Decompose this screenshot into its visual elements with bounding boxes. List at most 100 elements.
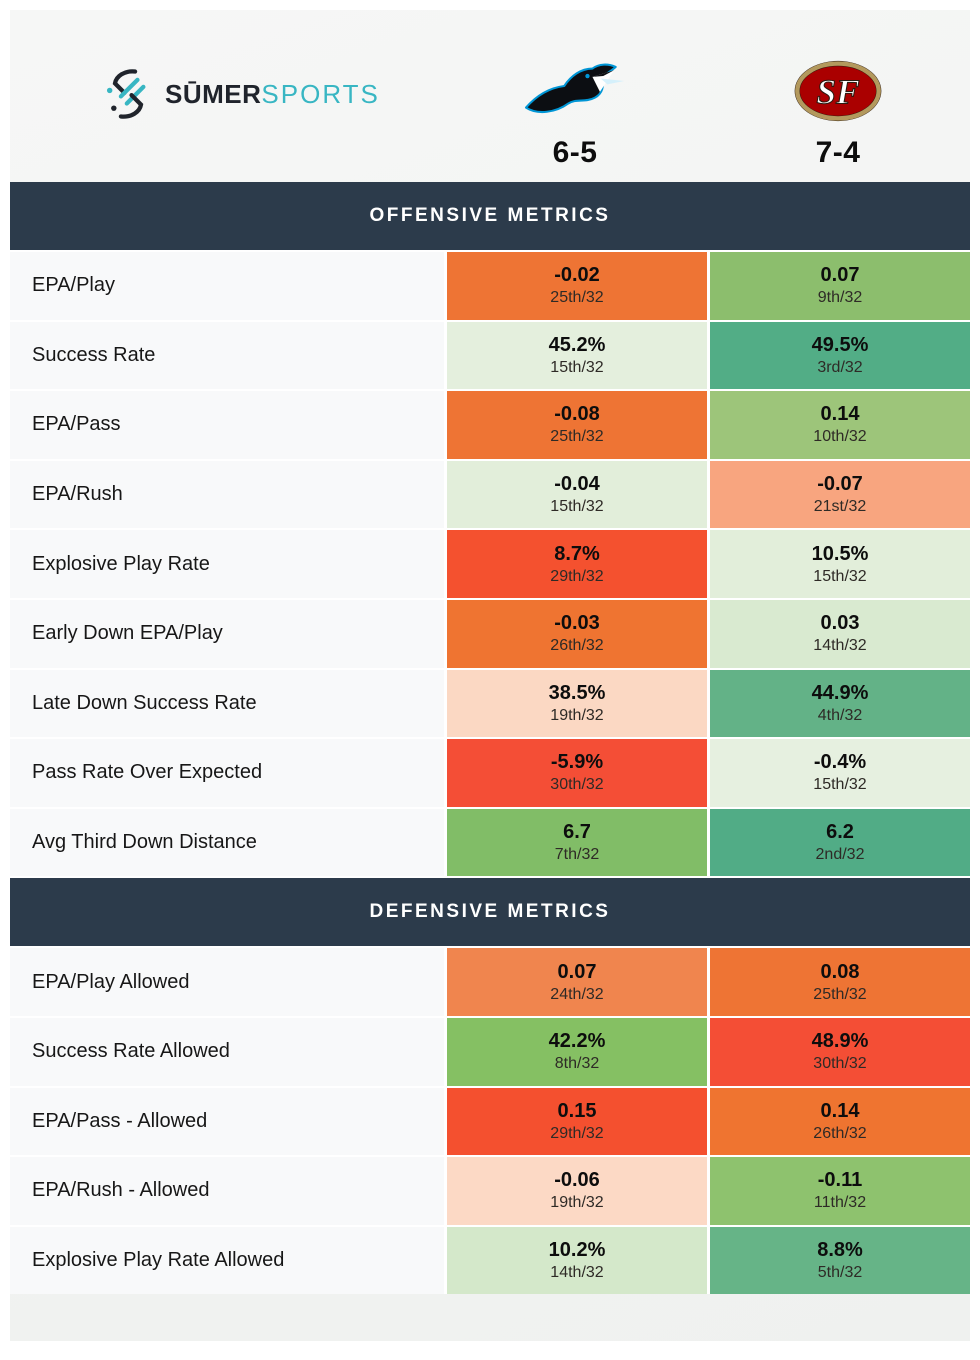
stat-value: 8.7% [554,542,600,565]
stat-value: 0.14 [820,403,860,426]
stat-value: 0.14 [820,1099,860,1122]
stat-cell-panthers: 38.5% 19th/32 [447,669,707,738]
metric-row: EPA/Pass -0.08 25th/32 0.14 10th/32 [10,391,970,459]
metric-row: Success Rate Allowed 42.2% 8th/32 48.9% 30th… [10,1017,970,1086]
stat-rank: 30th/32 [550,776,604,794]
metric-label: Success Rate [10,321,444,390]
stat-cell-49ers: 49.5% 3rd/32 [710,321,970,390]
stat-rank: 9th/32 [817,289,863,307]
stat-rank: 29th/32 [550,567,604,585]
stat-rank: 21st/32 [813,498,867,516]
stat-cell-panthers: 42.2% 8th/32 [447,1017,707,1086]
stat-cell-49ers: 8.8% 5th/32 [710,1226,970,1295]
metric-label: EPA/Play [10,252,444,320]
stat-rank: 15th/32 [550,358,604,376]
stat-cell-panthers: 0.07 24th/32 [447,948,707,1016]
metric-label: EPA/Play Allowed [10,948,444,1016]
stat-value: -0.07 [817,473,863,496]
stat-cell-panthers: 10.2% 14th/32 [447,1226,707,1295]
stat-rank: 8th/32 [554,1055,600,1073]
metric-row: EPA/Pass - Allowed 0.15 29th/32 0.14 26th/32 [10,1087,970,1156]
sumersports-logo: SŪMERSPORTS [102,66,380,122]
stat-cell-panthers: 45.2% 15th/32 [447,321,707,390]
stat-cell-panthers: -0.08 25th/32 [447,391,707,459]
sumersports-logo-icon [106,69,146,119]
metric-row: Avg Third Down Distance 6.7 7th/32 6.2 2nd/3… [10,808,970,877]
stat-rank: 7th/32 [554,846,600,864]
metric-row: Explosive Play Rate 8.7% 29th/32 10.5% 15th/… [10,530,970,598]
metric-label: Pass Rate Over Expected [10,739,444,807]
stat-cell-49ers: 44.9% 4th/32 [710,669,970,738]
stat-value: 0.07 [557,960,597,983]
metric-row: Late Down Success Rate 38.5% 19th/32 44.9% 4… [10,669,970,738]
stat-cell-49ers: -0.07 21st/32 [710,460,970,529]
stat-value: 42.2% [548,1030,606,1053]
stat-cell-panthers: 6.7 7th/32 [447,808,707,877]
stat-cell-49ers: 10.5% 15th/32 [710,530,970,598]
stat-value: 44.9% [811,681,869,704]
stat-rank: 30th/32 [813,1055,867,1073]
team-column-panthers: 6-5 [465,56,685,170]
metric-label: Avg Third Down Distance [10,808,444,877]
stat-cell-panthers: -0.02 25th/32 [447,252,707,320]
stat-cell-49ers: 0.14 26th/32 [710,1087,970,1156]
stat-rank: 10th/32 [813,428,867,446]
stat-rank: 3rd/32 [817,358,863,376]
stat-rank: 29th/32 [550,1124,604,1142]
stat-cell-panthers: -5.9% 30th/32 [447,739,707,807]
stat-value: -0.11 [817,1169,863,1192]
stat-rank: 5th/32 [817,1264,863,1282]
stat-rank: 25th/32 [813,985,867,1003]
stat-value: 6.7 [563,821,591,844]
metric-label: Late Down Success Rate [10,669,444,738]
stat-cell-panthers: -0.03 26th/32 [447,599,707,668]
metric-label: EPA/Pass - Allowed [10,1087,444,1156]
stat-value: -0.03 [554,612,600,635]
stat-rank: 14th/32 [813,637,867,655]
metric-row: Explosive Play Rate Allowed 10.2% 14th/32 8… [10,1226,970,1295]
metric-label: Explosive Play Rate [10,530,444,598]
matchup-card: SŪMERSPORTS 6-5 SF 7-4 OFFENSIVE METRICS… [10,10,970,1341]
stat-value: 10.5% [811,542,869,565]
metric-label: EPA/Pass [10,391,444,459]
metric-label: EPA/Rush - Allowed [10,1157,444,1225]
stat-value: 8.8% [817,1239,863,1262]
49ers-logo: SF [794,60,882,122]
metric-row: Early Down EPA/Play -0.03 26th/32 0.03 14th/… [10,599,970,668]
stat-value: -5.9% [550,751,604,774]
stat-rank: 24th/32 [550,985,604,1003]
section-header: DEFENSIVE METRICS [10,878,970,947]
stat-value: 38.5% [548,681,606,704]
brand-text: SŪMERSPORTS [165,79,380,110]
stat-cell-panthers: 0.15 29th/32 [447,1087,707,1156]
stat-cell-panthers: -0.04 15th/32 [447,460,707,529]
stat-cell-49ers: 0.14 10th/32 [710,391,970,459]
stat-rank: 15th/32 [813,567,867,585]
stat-rank: 2nd/32 [815,846,865,864]
metric-label: Success Rate Allowed [10,1017,444,1086]
stat-cell-49ers: 0.03 14th/32 [710,599,970,668]
stat-value: 0.03 [820,612,860,635]
stat-value: -0.02 [554,264,600,287]
team-column-49ers: SF 7-4 [728,56,948,170]
metric-row: Pass Rate Over Expected -5.9% 30th/32 -0.4%… [10,739,970,807]
stat-value: 48.9% [811,1030,869,1053]
brand-name-secondary: SPORTS [261,78,380,109]
metric-row: Success Rate 45.2% 15th/32 49.5% 3rd/32 [10,321,970,390]
stat-rank: 19th/32 [550,1194,604,1212]
stat-cell-49ers: -0.4% 15th/32 [710,739,970,807]
stat-rank: 25th/32 [550,289,604,307]
stat-value: -0.06 [554,1169,600,1192]
stat-value: 0.08 [820,960,860,983]
stat-rank: 26th/32 [550,637,604,655]
stat-rank: 11th/32 [813,1194,867,1212]
stat-rank: 15th/32 [550,498,604,516]
card-header: SŪMERSPORTS 6-5 SF 7-4 [10,10,970,182]
stat-cell-panthers: 8.7% 29th/32 [447,530,707,598]
stat-value: 0.07 [820,264,860,287]
stat-cell-panthers: -0.06 19th/32 [447,1157,707,1225]
stat-value: 49.5% [811,333,869,356]
metric-row: EPA/Rush -0.04 15th/32 -0.07 21st/32 [10,460,970,529]
brand-name-primary: SŪMER [165,78,262,109]
svg-text:SF: SF [816,71,859,111]
